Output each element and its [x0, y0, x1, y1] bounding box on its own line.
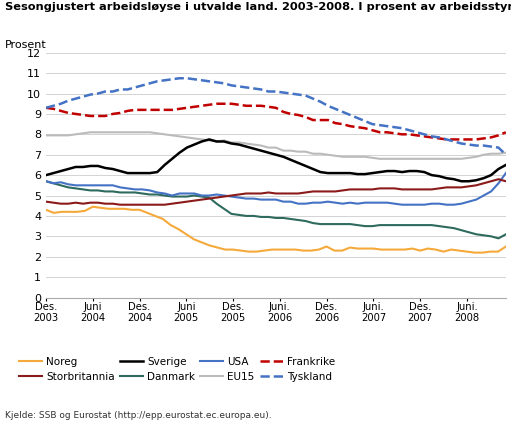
Text: Prosent: Prosent — [5, 41, 47, 50]
Text: Sesongjustert arbeidsløyse i utvalde land. 2003-2008. I prosent av arbeidsstyrke: Sesongjustert arbeidsløyse i utvalde lan… — [5, 2, 511, 12]
Legend: Noreg, Storbritannia, Sverige, Danmark, USA, EU15, Frankrike, Tyskland: Noreg, Storbritannia, Sverige, Danmark, … — [19, 357, 335, 382]
Text: Kjelde: SSB og Eurostat (http://epp.eurostat.ec.europa.eu).: Kjelde: SSB og Eurostat (http://epp.euro… — [5, 411, 272, 420]
